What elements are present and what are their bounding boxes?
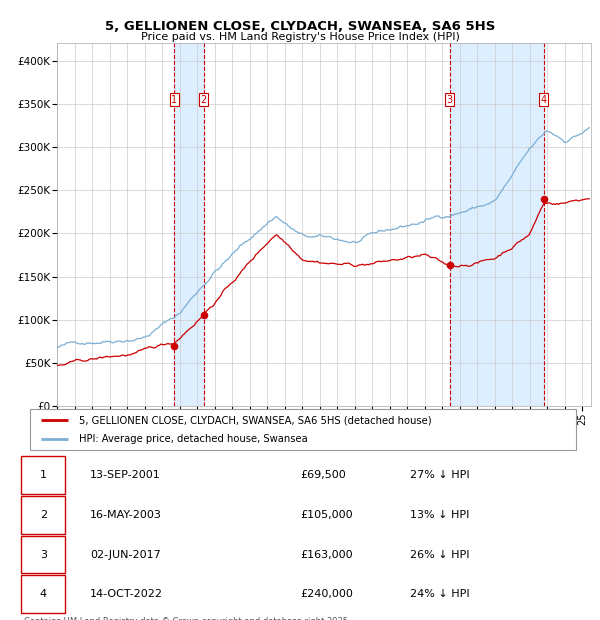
- Text: Contains HM Land Registry data © Crown copyright and database right 2025.
This d: Contains HM Land Registry data © Crown c…: [24, 617, 350, 620]
- Text: 2: 2: [40, 510, 47, 520]
- Text: £69,500: £69,500: [300, 471, 346, 480]
- Text: 2: 2: [200, 94, 206, 105]
- Text: 3: 3: [40, 549, 47, 559]
- FancyBboxPatch shape: [21, 536, 65, 574]
- Text: 3: 3: [446, 94, 452, 105]
- Text: 5, GELLIONEN CLOSE, CLYDACH, SWANSEA, SA6 5HS: 5, GELLIONEN CLOSE, CLYDACH, SWANSEA, SA…: [105, 20, 495, 33]
- FancyBboxPatch shape: [21, 496, 65, 534]
- Text: £240,000: £240,000: [300, 589, 353, 599]
- Text: 1: 1: [172, 94, 178, 105]
- Text: 13% ↓ HPI: 13% ↓ HPI: [410, 510, 470, 520]
- Text: 26% ↓ HPI: 26% ↓ HPI: [410, 549, 470, 559]
- FancyBboxPatch shape: [21, 575, 65, 613]
- FancyBboxPatch shape: [21, 456, 65, 494]
- Text: £163,000: £163,000: [300, 549, 353, 559]
- Text: 4: 4: [541, 94, 547, 105]
- Text: £105,000: £105,000: [300, 510, 353, 520]
- Text: 1: 1: [40, 471, 47, 480]
- Bar: [449, 43, 544, 406]
- Text: 16-MAY-2003: 16-MAY-2003: [90, 510, 162, 520]
- Bar: [175, 43, 203, 406]
- Text: 13-SEP-2001: 13-SEP-2001: [90, 471, 161, 480]
- Text: Price paid vs. HM Land Registry's House Price Index (HPI): Price paid vs. HM Land Registry's House …: [140, 32, 460, 42]
- Text: 02-JUN-2017: 02-JUN-2017: [90, 549, 161, 559]
- Text: HPI: Average price, detached house, Swansea: HPI: Average price, detached house, Swan…: [79, 433, 308, 444]
- Text: 24% ↓ HPI: 24% ↓ HPI: [410, 589, 470, 599]
- Text: 14-OCT-2022: 14-OCT-2022: [90, 589, 163, 599]
- Text: 5, GELLIONEN CLOSE, CLYDACH, SWANSEA, SA6 5HS (detached house): 5, GELLIONEN CLOSE, CLYDACH, SWANSEA, SA…: [79, 415, 432, 425]
- Text: 27% ↓ HPI: 27% ↓ HPI: [410, 471, 470, 480]
- Text: 4: 4: [40, 589, 47, 599]
